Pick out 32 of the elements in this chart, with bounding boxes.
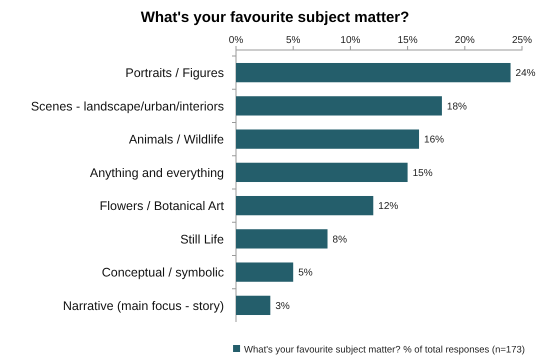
x-tick-label: 10% <box>340 35 361 46</box>
data-label: 15% <box>412 168 433 179</box>
legend-label: What's your favourite subject matter? % of total responses (n=173) <box>244 344 525 356</box>
bar <box>236 96 442 116</box>
data-label: 18% <box>446 101 468 112</box>
data-label: 5% <box>298 268 313 279</box>
bar <box>236 162 408 182</box>
x-tick-label: 25% <box>512 35 532 46</box>
data-label: 8% <box>332 234 348 246</box>
x-tick-label: 5% <box>286 35 301 46</box>
y-tick-label: Scenes - landscape/urban/interiors <box>30 99 224 114</box>
data-label: 24% <box>516 68 536 80</box>
bar <box>236 296 270 316</box>
data-label: 16% <box>424 134 444 146</box>
data-label: 12% <box>378 201 398 212</box>
data-label: 3% <box>275 300 290 312</box>
x-tick-label: 15% <box>398 35 418 46</box>
bar <box>236 262 294 282</box>
y-tick-label: Anything and everything <box>90 166 224 180</box>
y-tick-label: Flowers / Botanical Art <box>100 199 225 213</box>
x-tick-label: 20% <box>454 35 475 46</box>
bar <box>236 129 420 149</box>
y-tick-label: Portraits / Figures <box>125 66 224 80</box>
chart-title: What's your favourite subject matter? <box>140 9 410 26</box>
y-tick-label: Animals / Wildlife <box>128 132 224 146</box>
y-tick-label: Narrative (main focus - story) <box>62 298 224 313</box>
y-tick-label: Still Life <box>180 232 224 246</box>
bar <box>236 229 328 249</box>
bar <box>236 196 374 216</box>
y-tick-label: Conceptual / symbolic <box>102 266 224 280</box>
bar <box>236 62 511 82</box>
x-tick-label: 0% <box>228 35 244 46</box>
